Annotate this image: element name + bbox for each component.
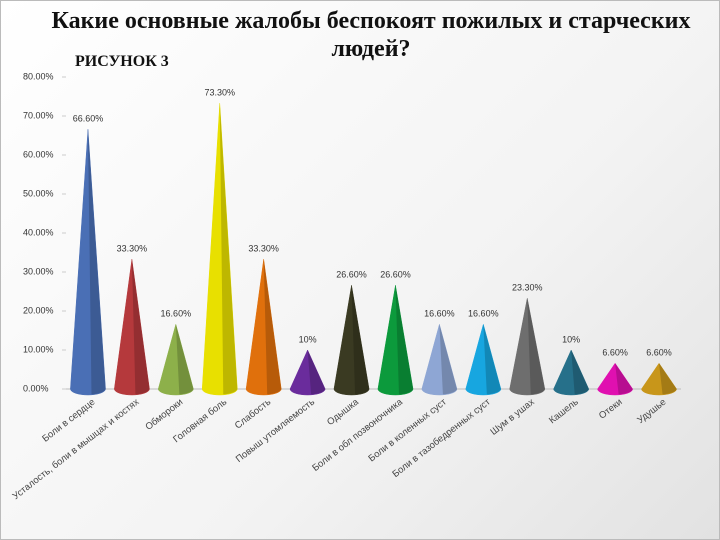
cone (377, 285, 414, 396)
cone (597, 362, 633, 396)
value-label: 16.60% (468, 309, 499, 319)
cone-shade (659, 363, 677, 395)
x-tick-label: Слабость (233, 397, 273, 432)
value-label: 10% (562, 334, 580, 344)
cone-shade (527, 298, 545, 395)
cone (421, 323, 458, 396)
y-tick-label: 80.00% (23, 71, 54, 81)
cone-shade (131, 259, 150, 395)
cone (245, 259, 282, 396)
x-tick-label: Обмороки (143, 397, 185, 433)
cone (201, 103, 238, 396)
chart-subtitle: РИСУНОК 3 (75, 53, 169, 70)
x-tick-label: Одышка (325, 396, 361, 428)
cone (114, 259, 150, 396)
cone (553, 349, 590, 396)
value-label: 10% (299, 334, 317, 344)
x-tick-label: Боли в коленных суст (366, 396, 449, 464)
cone-shade (263, 259, 282, 395)
value-label: 33.30% (117, 244, 148, 254)
value-label: 16.60% (424, 309, 455, 319)
y-tick-label: 40.00% (23, 227, 54, 237)
cone-shade (175, 324, 194, 395)
cone-shade (615, 363, 633, 395)
y-tick-label: 20.00% (23, 305, 54, 315)
y-tick-label: 60.00% (23, 149, 54, 159)
cone (333, 285, 370, 396)
cone (289, 349, 326, 396)
value-label: 73.30% (204, 88, 235, 98)
value-label: 6.60% (646, 348, 672, 358)
y-tick-label: 0.00% (23, 383, 49, 393)
value-label: 26.60% (336, 270, 367, 280)
x-tick-label: Удушье (635, 397, 668, 426)
y-tick-label: 70.00% (23, 110, 54, 120)
cone-shade (351, 285, 370, 395)
cone-shade (87, 129, 106, 395)
y-tick-label: 30.00% (23, 266, 54, 276)
cone-shade (307, 350, 326, 395)
value-label: 16.60% (161, 309, 192, 319)
x-tick-label: Шум в ушах (488, 397, 536, 438)
chart-title: Какие основные жалобы беспокоят пожилых … (51, 8, 691, 62)
cone (157, 323, 194, 396)
cone-shade (571, 350, 589, 395)
cone (641, 362, 677, 396)
y-tick-label: 10.00% (23, 344, 54, 354)
x-tick-label: Боли в обл позвоночника (310, 396, 405, 474)
value-label: 66.60% (73, 114, 104, 124)
value-label: 6.60% (602, 348, 628, 358)
cone (509, 298, 546, 396)
x-tick-label: Отеки (597, 397, 625, 422)
cone-shade (219, 103, 238, 395)
cone (70, 129, 106, 396)
value-label: 33.30% (248, 244, 279, 254)
x-tick-label: Кашель (547, 397, 581, 427)
cone-shade (439, 324, 457, 395)
x-tick-label: Повыш утомляемость (234, 397, 317, 465)
value-label: 23.30% (512, 283, 543, 293)
cone (465, 323, 502, 396)
value-label: 26.60% (380, 270, 411, 280)
cone-shade (395, 285, 414, 395)
y-tick-label: 50.00% (23, 188, 54, 198)
cone-shade (483, 324, 501, 395)
